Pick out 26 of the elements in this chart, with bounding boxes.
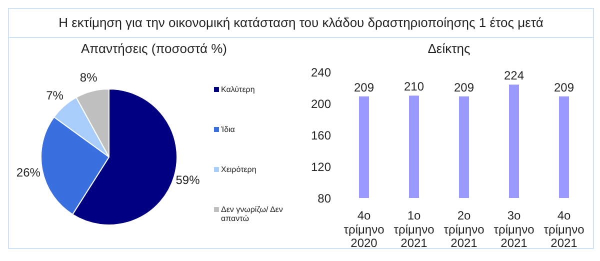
data-label: 224 — [504, 68, 524, 83]
data-label: 209 — [554, 80, 574, 94]
x-tick-label: 1ο τρίμηνο 2021 — [394, 208, 435, 250]
data-label: 26% — [16, 165, 41, 180]
y-tick-label: 240 — [310, 65, 332, 80]
data-label: 7% — [46, 88, 64, 102]
chart-title: Δείκτης — [426, 40, 472, 58]
legend-label: Δεν γνωρίζω/ Δεν απαντώ — [221, 205, 284, 224]
y-tick-label: 160 — [310, 128, 332, 142]
data-label: 8% — [80, 70, 98, 85]
chart-title: Η εκτίμηση για την οικονομική κατάσταση του κλάδου δραστηριοποίησης 1 έτος μετά — [9, 9, 593, 38]
y-tick-label: 200 — [310, 96, 332, 111]
x-tick-label: 3ο τρίμηνο 2021 — [494, 208, 535, 250]
chart-subtitle: Απαντήσεις (ποσοστά %) — [80, 40, 228, 58]
x-tick-label: 2ο τρίμηνο 2021 — [444, 208, 485, 250]
y-tick-label: 80 — [318, 191, 332, 206]
legend-label: Ίδια — [221, 124, 235, 134]
legend-label: Καλύτερη — [221, 84, 255, 94]
y-tick-label: 120 — [310, 160, 332, 174]
data-label: 209 — [454, 80, 474, 94]
data-label: 59% — [176, 172, 200, 187]
legend-label: Χειρότερη — [221, 165, 256, 174]
x-tick-label: 4ο τρίμηνο 2020 — [344, 208, 385, 250]
data-label: 210 — [404, 80, 424, 94]
data-label: 209 — [354, 80, 374, 94]
x-tick-label: 4ο τρίμηνο 2021 — [544, 208, 585, 250]
